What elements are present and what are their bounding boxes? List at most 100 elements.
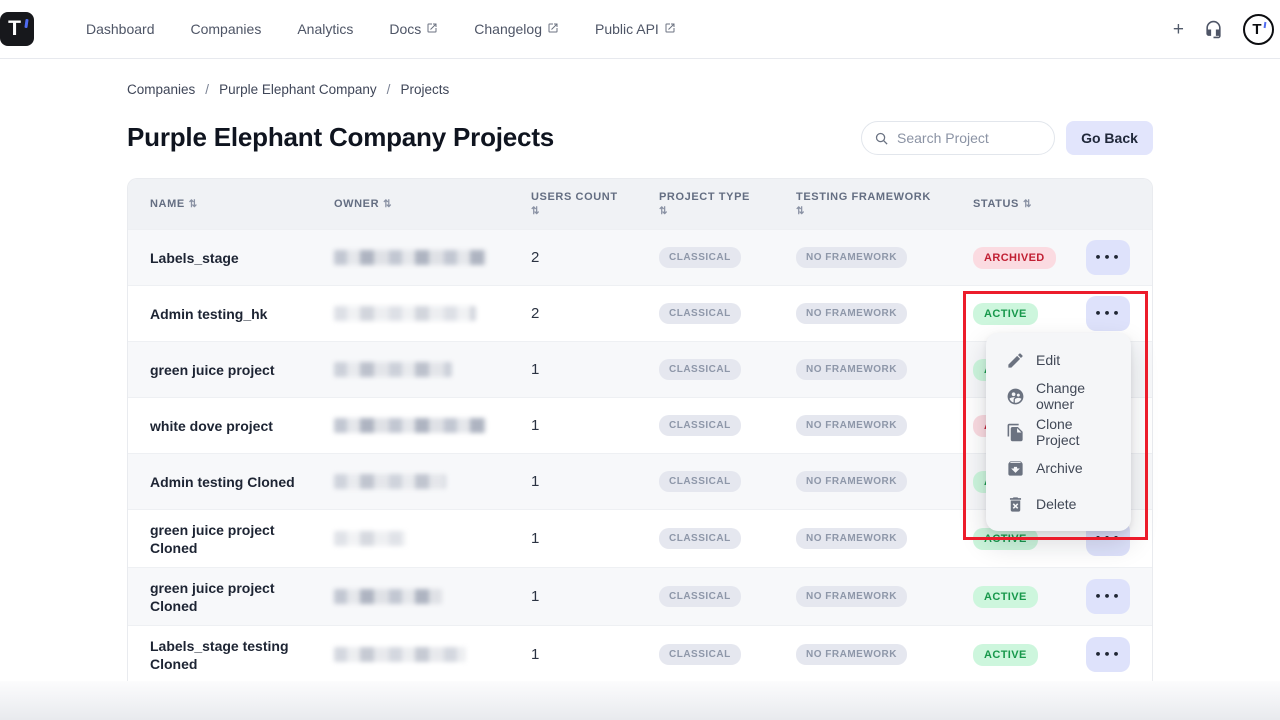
column-header-project-type[interactable]: PROJECT TYPE ⇅ bbox=[659, 191, 796, 218]
external-link-icon bbox=[665, 23, 675, 33]
breadcrumb-separator: / bbox=[386, 82, 391, 97]
table-row: green juice project Cloned 1 CLASSICAL N… bbox=[128, 567, 1152, 625]
app-logo-accent bbox=[24, 18, 29, 29]
copy-icon bbox=[1007, 423, 1023, 441]
external-link-icon bbox=[427, 23, 437, 33]
search-input[interactable] bbox=[897, 130, 1037, 146]
external-link-icon bbox=[548, 23, 558, 33]
users-count: 2 bbox=[531, 249, 540, 266]
nav-item-docs[interactable]: Docs bbox=[389, 21, 438, 37]
project-type-badge: CLASSICAL bbox=[659, 247, 741, 268]
project-type-badge: CLASSICAL bbox=[659, 644, 741, 665]
top-navbar: T Dashboard Companies Analytics Docs Cha… bbox=[0, 0, 1280, 59]
menu-item-change-owner[interactable]: Change owner bbox=[986, 378, 1131, 414]
nav-label: Changelog bbox=[474, 21, 542, 37]
project-name: Admin testing Cloned bbox=[150, 473, 295, 490]
menu-item-edit[interactable]: Edit bbox=[986, 342, 1131, 378]
project-type-badge: CLASSICAL bbox=[659, 586, 741, 607]
owner-redacted bbox=[334, 418, 486, 433]
owner-redacted bbox=[334, 647, 466, 662]
nav-item-dashboard[interactable]: Dashboard bbox=[86, 21, 155, 37]
breadcrumb-projects: Projects bbox=[400, 82, 450, 97]
owner-redacted bbox=[334, 474, 446, 489]
column-header-users-count[interactable]: USERS COUNT ⇅ bbox=[531, 191, 659, 218]
column-label: PROJECT TYPE bbox=[659, 190, 750, 203]
column-header-testing-framework[interactable]: TESTING FRAMEWORK ⇅ bbox=[796, 191, 973, 218]
users-count: 1 bbox=[531, 417, 540, 434]
breadcrumb-separator: / bbox=[205, 82, 210, 97]
menu-item-label: Archive bbox=[1036, 460, 1083, 476]
status-badge: ACTIVE bbox=[973, 643, 1038, 666]
column-label: STATUS bbox=[973, 197, 1019, 210]
row-actions-button[interactable]: ••• bbox=[1086, 296, 1130, 331]
nav-label: Dashboard bbox=[86, 21, 155, 37]
testing-framework-badge: NO FRAMEWORK bbox=[796, 415, 907, 436]
user-avatar[interactable]: T bbox=[1243, 13, 1274, 45]
testing-framework-badge: NO FRAMEWORK bbox=[796, 247, 907, 268]
column-header-name[interactable]: NAME ⇅ bbox=[150, 198, 334, 211]
users-circle-icon bbox=[1007, 388, 1024, 404]
column-label: NAME bbox=[150, 197, 185, 210]
nav-label: Public API bbox=[595, 21, 659, 37]
breadcrumb: Companies / Purple Elephant Company / Pr… bbox=[127, 82, 449, 97]
project-name: Labels_stage testing Cloned bbox=[150, 637, 289, 672]
breadcrumb-companies[interactable]: Companies bbox=[127, 82, 196, 97]
page-bottom-fade bbox=[0, 681, 1280, 720]
row-actions-button[interactable]: ••• bbox=[1086, 579, 1130, 614]
projects-table: NAME ⇅ OWNER ⇅ USERS COUNT ⇅ PROJECT TYPE ⇅ … bbox=[127, 178, 1153, 684]
table-row: Admin testing Cloned 1 CLASSICAL NO FRAM… bbox=[128, 453, 1152, 509]
project-name: Labels_stage bbox=[150, 249, 239, 266]
row-actions-button[interactable]: ••• bbox=[1086, 240, 1130, 275]
project-name: green juice project bbox=[150, 361, 275, 378]
nav-item-analytics[interactable]: Analytics bbox=[297, 21, 353, 37]
search-icon bbox=[875, 132, 888, 145]
sort-icon: ⇅ bbox=[531, 205, 540, 217]
project-name: white dove project bbox=[150, 417, 273, 434]
owner-redacted bbox=[334, 531, 406, 546]
testing-framework-badge: NO FRAMEWORK bbox=[796, 586, 907, 607]
column-header-status[interactable]: STATUS ⇅ bbox=[973, 198, 1086, 211]
support-headset-icon[interactable] bbox=[1204, 20, 1223, 39]
nav-label: Docs bbox=[389, 21, 422, 37]
users-count: 2 bbox=[531, 305, 540, 322]
menu-item-clone-project[interactable]: Clone Project bbox=[986, 414, 1131, 450]
menu-item-label: Edit bbox=[1036, 352, 1061, 368]
testing-framework-badge: NO FRAMEWORK bbox=[796, 471, 907, 492]
add-button[interactable]: + bbox=[1172, 18, 1184, 40]
menu-item-delete[interactable]: Delete bbox=[986, 486, 1131, 522]
owner-redacted bbox=[334, 306, 476, 321]
testing-framework-badge: NO FRAMEWORK bbox=[796, 528, 907, 549]
table-header-row: NAME ⇅ OWNER ⇅ USERS COUNT ⇅ PROJECT TYPE ⇅ … bbox=[128, 179, 1152, 229]
menu-item-label: Change owner bbox=[1036, 380, 1086, 412]
breadcrumb-company-name[interactable]: Purple Elephant Company bbox=[219, 82, 377, 97]
testing-framework-badge: NO FRAMEWORK bbox=[796, 644, 907, 665]
go-back-button[interactable]: Go Back bbox=[1066, 121, 1153, 155]
table-row: Labels_stage testing Cloned 1 CLASSICAL … bbox=[128, 625, 1152, 683]
project-name: green juice project Cloned bbox=[150, 579, 275, 614]
users-count: 1 bbox=[531, 473, 540, 490]
sort-icon: ⇅ bbox=[796, 205, 805, 217]
users-count: 1 bbox=[531, 361, 540, 378]
users-count: 1 bbox=[531, 530, 540, 547]
project-name: green juice project Cloned bbox=[150, 521, 275, 556]
nav-item-changelog[interactable]: Changelog bbox=[474, 21, 559, 37]
sort-icon: ⇅ bbox=[1022, 198, 1032, 210]
column-header-owner[interactable]: OWNER ⇅ bbox=[334, 198, 531, 211]
row-actions-button[interactable]: ••• bbox=[1086, 637, 1130, 672]
project-name: Admin testing_hk bbox=[150, 305, 268, 322]
nav-item-companies[interactable]: Companies bbox=[191, 21, 262, 37]
menu-item-label: Clone Project bbox=[1036, 416, 1080, 448]
testing-framework-badge: NO FRAMEWORK bbox=[796, 303, 907, 324]
archive-icon bbox=[1008, 460, 1023, 476]
app-logo[interactable]: T bbox=[0, 12, 34, 46]
owner-redacted bbox=[334, 250, 486, 265]
nav-item-public-api[interactable]: Public API bbox=[595, 21, 676, 37]
menu-item-label: Delete bbox=[1036, 496, 1077, 512]
trash-icon bbox=[1009, 496, 1022, 512]
menu-item-archive[interactable]: Archive bbox=[986, 450, 1131, 486]
app-logo-letter: T bbox=[8, 17, 21, 40]
avatar-accent bbox=[1263, 21, 1267, 28]
nav-right-actions: + T bbox=[1172, 13, 1280, 45]
project-type-badge: CLASSICAL bbox=[659, 471, 741, 492]
